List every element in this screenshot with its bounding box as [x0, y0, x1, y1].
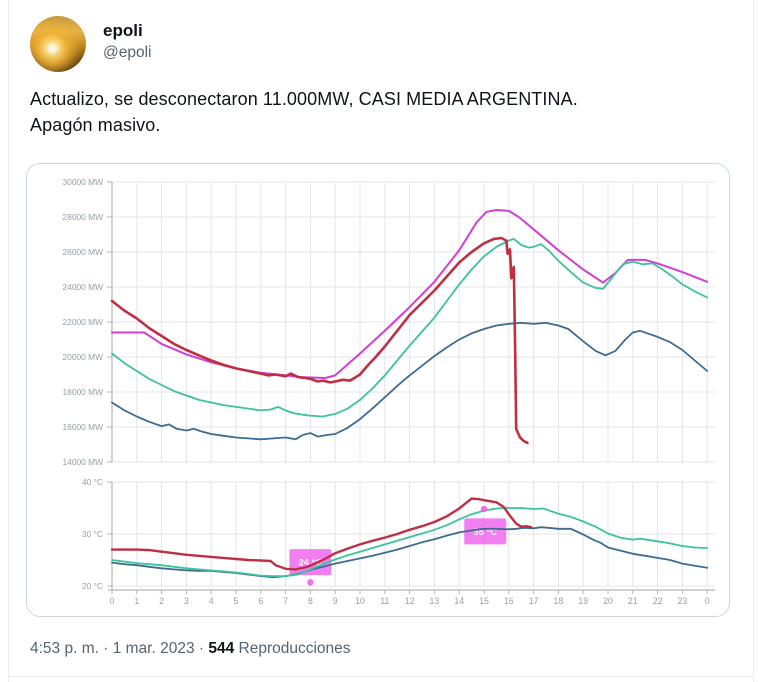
views-label: Reproducciones	[238, 640, 351, 657]
x-tick-label: 11	[380, 596, 389, 606]
series-temperatura-roja	[110, 497, 533, 571]
series-demanda-real-roja	[110, 236, 529, 445]
y-tick-label: 14000 MW	[63, 457, 104, 467]
x-tick-label: 9	[333, 596, 338, 606]
x-tick-label: 15	[479, 596, 489, 606]
author-name[interactable]: epoli	[103, 21, 143, 40]
chart-attachment[interactable]: 30000 MW 28000 MW 26000 MW 24000 MW 22000 MW…	[26, 163, 730, 617]
tweet-border-left	[8, 0, 9, 682]
x-tick-label: 1	[134, 596, 139, 606]
y-tick-label: 22000 MW	[63, 317, 104, 327]
temp-tooltip-label: 24 °C	[298, 558, 322, 569]
x-tick-label: 10	[355, 596, 365, 606]
temp-tooltip-label: 35 °C	[473, 527, 497, 538]
demand-temperature-chart: 30000 MW 28000 MW 26000 MW 24000 MW 22000 MW…	[63, 177, 716, 606]
avatar[interactable]	[30, 16, 86, 72]
author-handle[interactable]: @epoli	[103, 44, 152, 61]
y-tick-label: 20000 MW	[63, 352, 104, 362]
x-tick-label: 12	[405, 596, 415, 606]
y-tick-label: 24000 MW	[63, 282, 104, 292]
x-tick-label: 21	[628, 596, 638, 606]
divider	[9, 676, 753, 677]
series-serie-verde	[111, 238, 709, 418]
x-tick-label: 8	[308, 596, 313, 606]
views-count: 544	[208, 640, 235, 657]
x-tick-label: 5	[234, 596, 239, 606]
x-tick-label: 13	[430, 596, 440, 606]
x-tick-label: 17	[529, 596, 539, 606]
series-serie-azul	[111, 321, 709, 441]
temp-marker-dot	[480, 505, 488, 513]
x-tick-label: 18	[554, 596, 564, 606]
meta-separator: ·	[194, 640, 209, 657]
x-tick-label: 0	[705, 596, 710, 606]
series-temperatura-verde	[111, 507, 709, 578]
x-tick-label: 19	[578, 596, 588, 606]
x-tick-label: 3	[184, 596, 189, 606]
x-tick-label: 22	[653, 596, 663, 606]
x-tick-label: 16	[504, 596, 514, 606]
temp-tooltip-box	[464, 518, 507, 545]
y-tick-label: 26000 MW	[63, 247, 104, 257]
y-tick-label: 18000 MW	[63, 387, 104, 397]
x-tick-label: 14	[454, 596, 464, 606]
timestamp[interactable]: 4:53 p. m. · 1 mar. 2023	[30, 640, 195, 657]
tweet-text: Actualizo, se desconectaron 11.000MW, CA…	[30, 89, 578, 135]
x-tick-label: 2	[159, 596, 164, 606]
tweet-meta: 4:53 p. m. · 1 mar. 2023 · 544 Reproducc…	[30, 640, 351, 658]
x-tick-label: 7	[283, 596, 288, 606]
x-tick-label: 20	[603, 596, 613, 606]
y-tick-label: 16000 MW	[63, 422, 104, 432]
tweet-border-right	[753, 0, 754, 682]
y-tick-label: 40 °C	[82, 477, 103, 487]
x-tick-label: 23	[678, 596, 688, 606]
temp-marker-dot	[307, 579, 314, 586]
y-tick-label: 30000 MW	[63, 177, 104, 187]
y-tick-label: 30 °C	[82, 529, 103, 539]
y-tick-label: 20 °C	[82, 581, 103, 591]
x-tick-label: 6	[258, 596, 263, 606]
more-menu-button[interactable]	[702, 18, 736, 42]
x-tick-label: 0	[110, 596, 115, 606]
y-tick-label: 28000 MW	[63, 212, 104, 222]
x-tick-label: 4	[209, 596, 214, 606]
